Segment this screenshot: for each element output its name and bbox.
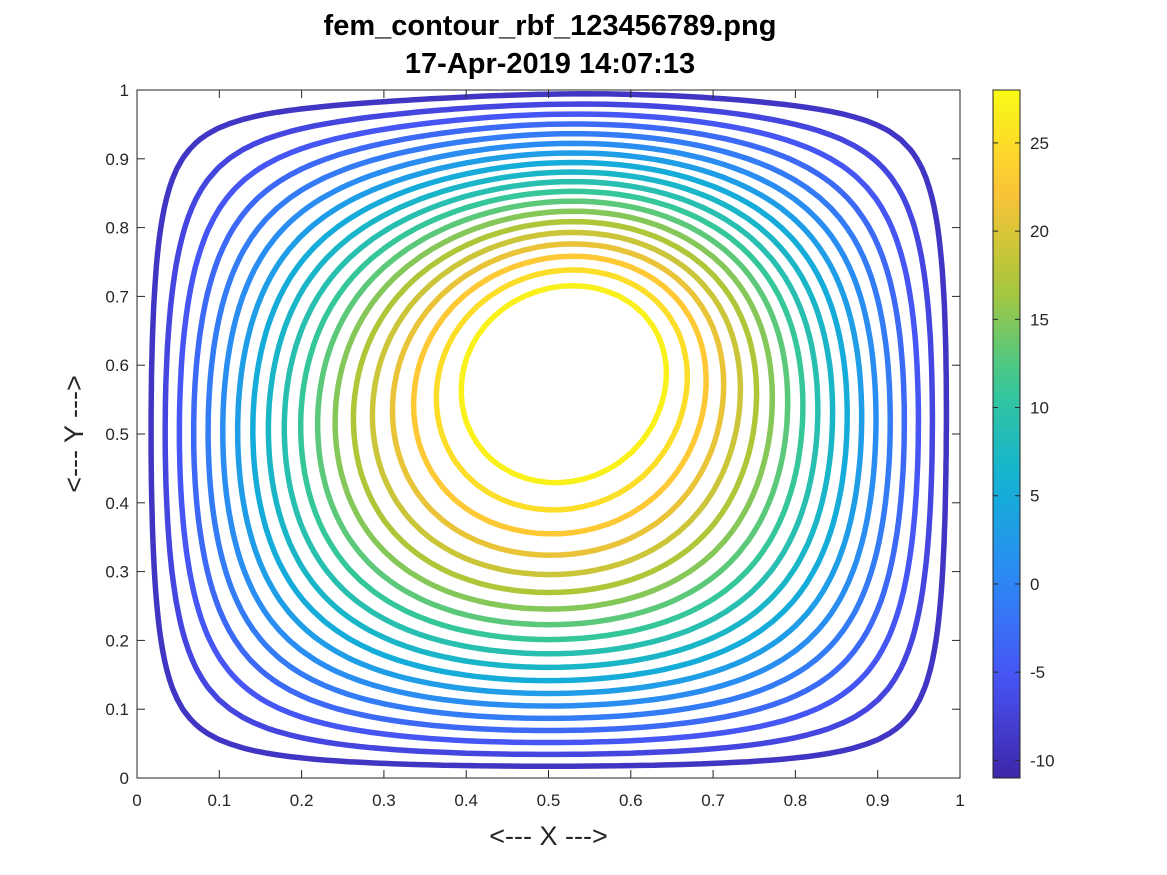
colorbar-tick-label: 10 — [1030, 399, 1049, 418]
colorbar-tick-label: -10 — [1030, 751, 1055, 770]
x-tick-label: 0.2 — [290, 791, 314, 810]
contour-line--1 — [205, 130, 893, 722]
contour-line-1 — [220, 140, 879, 709]
contour-line--9 — [148, 91, 950, 769]
contour-line-5 — [250, 159, 850, 684]
x-tick-label: 0.3 — [372, 791, 396, 810]
contour-line-21 — [389, 241, 727, 558]
contour-line--5 — [176, 111, 922, 746]
x-tick-label: 0.4 — [454, 791, 478, 810]
contour-line-17 — [350, 218, 760, 596]
colorbar-tick-label: 5 — [1030, 487, 1039, 506]
colorbar-tick-label: 20 — [1030, 222, 1049, 241]
x-tick-label: 0.8 — [784, 791, 808, 810]
y-tick-label: 0.4 — [105, 494, 129, 513]
x-tick-label: 0.9 — [866, 791, 890, 810]
contour-line-25 — [433, 267, 691, 513]
colorbar-tick-label: 25 — [1030, 134, 1049, 153]
contour-line-11 — [297, 188, 806, 643]
y-tick-label: 0.3 — [105, 563, 129, 582]
contour-line-15 — [332, 208, 776, 612]
colorbar — [992, 89, 1021, 779]
x-tick-label: 1 — [955, 791, 964, 810]
y-tick-label: 0.8 — [105, 219, 129, 238]
x-tick-label: 0.1 — [207, 791, 231, 810]
colorbar-tick-label: -5 — [1030, 663, 1045, 682]
contour-line-13 — [314, 198, 791, 628]
y-tick-label: 0.5 — [105, 425, 129, 444]
contour-line-23 — [410, 253, 709, 537]
contour-line--3 — [190, 121, 908, 734]
x-tick-label: 0 — [132, 791, 141, 810]
colorbar-tick-label: 0 — [1030, 575, 1039, 594]
chart-subtitle: 17-Apr-2019 14:07:13 — [404, 48, 696, 80]
y-tick-label: 0.1 — [105, 700, 129, 719]
y-axis-label: <--- Y ---> — [59, 375, 89, 493]
x-tick-label: 0.7 — [701, 791, 725, 810]
x-tick-label: 0.5 — [537, 791, 561, 810]
colorbar-tick-label: 15 — [1030, 310, 1049, 329]
x-tick-label: 0.6 — [619, 791, 643, 810]
y-tick-label: 0.2 — [105, 631, 129, 650]
contour-line-19 — [369, 229, 744, 578]
colorbar-ticks: -10 -5 0 5 10 15 20 25 — [993, 134, 1055, 770]
contour-line-7 — [265, 169, 836, 671]
x-axis-label: <--- X ---> — [489, 821, 608, 851]
y-tick-label: 0 — [120, 769, 129, 788]
chart-title: fem_contour_rbf_123456789.png — [323, 10, 777, 42]
contour-line-3 — [234, 150, 865, 697]
y-tick-label: 0.6 — [105, 356, 129, 375]
contour-line-9 — [281, 178, 821, 657]
contour-line--7 — [162, 101, 936, 758]
contour-lines — [148, 91, 950, 769]
x-axis: 0 0.1 0.2 0.3 0.4 0.5 0.6 0.7 0.8 0.9 1 — [132, 90, 965, 810]
y-tick-label: 1 — [120, 81, 129, 100]
y-tick-label: 0.9 — [105, 150, 129, 169]
y-axis: 0 0.1 0.2 0.3 0.4 0.5 0.6 0.7 0.8 0.9 1 — [105, 81, 960, 788]
contour-line-27 — [458, 282, 670, 486]
y-tick-label: 0.7 — [105, 287, 129, 306]
